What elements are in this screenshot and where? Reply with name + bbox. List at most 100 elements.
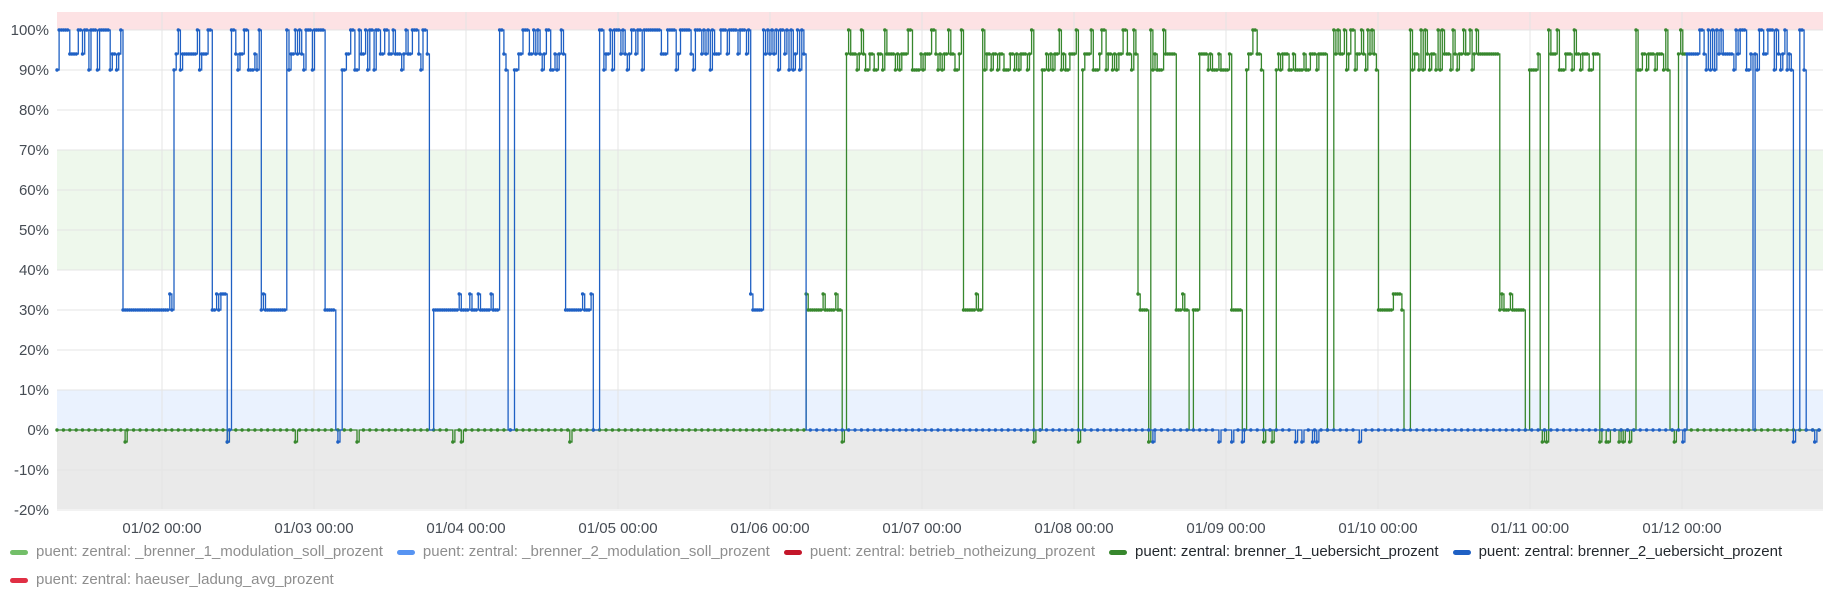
data-point (766, 28, 770, 32)
data-point (746, 28, 751, 32)
data-point (495, 308, 500, 312)
data-point (859, 28, 864, 32)
data-point (623, 52, 627, 56)
legend-item[interactable]: puent: zentral: _brenner_1_modulation_so… (10, 542, 383, 562)
data-point (259, 308, 263, 312)
data-point (638, 28, 642, 32)
data-point (1010, 52, 1015, 56)
data-point (93, 28, 98, 32)
legend-item[interactable]: puent: zentral: brenner_2_uebersicht_pro… (1452, 542, 1783, 562)
x-tick-label: 01/04 00:00 (426, 520, 505, 537)
data-point (1332, 428, 1336, 432)
data-point (1717, 52, 1721, 56)
legend-label: puent: zentral: _brenner_2_modulation_so… (422, 543, 770, 560)
data-point (1029, 28, 1034, 32)
data-point (55, 428, 59, 432)
data-point (1061, 52, 1066, 56)
data-point (1530, 428, 1534, 432)
data-point (553, 52, 557, 56)
data-point (1285, 52, 1289, 56)
data-point (1679, 28, 1683, 32)
data-point (363, 28, 368, 32)
data-point (1496, 52, 1500, 56)
data-point (891, 428, 895, 432)
data-point (234, 428, 238, 432)
data-point (1153, 52, 1157, 56)
data-point (1736, 52, 1740, 56)
data-point (1721, 428, 1725, 432)
data-point (283, 308, 287, 312)
data-point (1364, 428, 1368, 432)
data-point (785, 28, 789, 32)
data-point (1789, 68, 1794, 72)
legend-item[interactable]: puent: zentral: _brenner_2_modulation_so… (396, 542, 770, 562)
data-point (1734, 428, 1738, 432)
data-point (959, 28, 964, 32)
data-point (1238, 308, 1242, 312)
data-point (525, 28, 529, 32)
data-point (1066, 68, 1070, 72)
data-point (500, 28, 504, 32)
data-point (172, 68, 176, 72)
data-point (1300, 68, 1304, 72)
data-point (1340, 52, 1345, 56)
legend-item[interactable]: puent: zentral: betrieb_notheizung_proze… (783, 542, 1095, 562)
data-point (674, 428, 678, 432)
data-point (1217, 52, 1221, 56)
data-point (1651, 52, 1655, 56)
data-point (827, 428, 832, 432)
data-point (68, 428, 72, 432)
data-point (457, 428, 461, 432)
data-point (923, 428, 927, 432)
data-point (981, 428, 985, 432)
threshold-band-2 (57, 390, 1823, 430)
data-point (987, 428, 991, 432)
data-point (285, 428, 289, 432)
data-point (938, 52, 942, 56)
data-point (636, 428, 640, 432)
data-point (293, 440, 297, 444)
data-point (961, 428, 966, 432)
data-point (1696, 52, 1700, 56)
data-point (1006, 68, 1010, 72)
data-point (425, 428, 429, 432)
data-point (1710, 28, 1715, 32)
data-point (955, 428, 959, 432)
data-point (1087, 52, 1091, 56)
data-point (119, 28, 123, 32)
data-point (74, 52, 78, 56)
y-tick-label: -10% (14, 462, 49, 479)
data-point (1613, 428, 1617, 432)
legend-item[interactable]: puent: zentral: haeuser_ladung_avg_proze… (10, 570, 334, 590)
data-point (380, 428, 385, 432)
data-point (1708, 68, 1713, 72)
data-point (1159, 68, 1164, 72)
data-point (1178, 428, 1183, 432)
data-point (287, 68, 291, 72)
data-point (1740, 428, 1745, 432)
data-point (668, 428, 672, 432)
data-point (389, 52, 393, 56)
legend-item[interactable]: puent: zentral: brenner_1_uebersicht_pro… (1109, 542, 1439, 562)
data-point (214, 292, 219, 296)
data-point (65, 28, 70, 32)
data-point (117, 52, 121, 56)
chart-legend: puent: zentral: _brenner_1_modulation_so… (10, 542, 1800, 590)
data-point (546, 428, 551, 432)
data-point (119, 428, 123, 432)
data-point (559, 428, 563, 432)
data-point (732, 428, 736, 432)
data-point (1755, 68, 1760, 72)
data-point (857, 52, 861, 56)
data-point (1185, 308, 1189, 312)
data-point (572, 428, 576, 432)
data-point (840, 440, 844, 444)
data-point (1715, 28, 1719, 32)
data-point (1561, 68, 1566, 72)
data-point (1800, 28, 1804, 32)
data-point (838, 308, 842, 312)
data-point (832, 308, 836, 312)
data-point (1332, 28, 1336, 32)
legend-label: puent: zentral: brenner_2_uebersicht_pro… (1478, 543, 1783, 560)
data-point (1408, 28, 1413, 32)
